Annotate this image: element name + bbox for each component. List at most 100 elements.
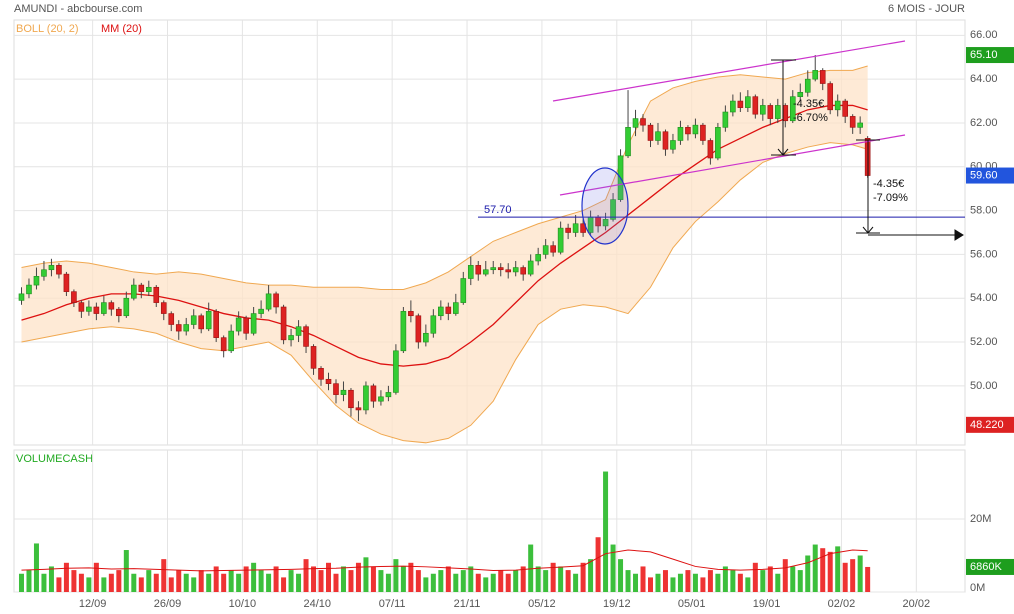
volume-bar	[640, 566, 646, 592]
candle-body	[797, 91, 804, 97]
candle-body	[625, 127, 631, 157]
candle-body	[527, 260, 534, 275]
trend-upper	[552, 40, 906, 102]
candle-body	[348, 389, 354, 409]
candle-body	[670, 140, 676, 150]
volume-bar	[670, 577, 676, 592]
candle-body	[378, 396, 384, 402]
candle-body	[707, 140, 714, 159]
volume-bar	[56, 577, 62, 592]
volume-bar	[161, 559, 167, 592]
price-marker-label: 65.10	[970, 49, 998, 61]
candle-body	[213, 311, 219, 338]
candle-body	[752, 96, 759, 115]
volume-bar	[730, 570, 736, 592]
volume-bar	[430, 573, 436, 592]
volume-bar	[183, 573, 189, 592]
candle-body	[482, 269, 489, 275]
measure-1	[771, 59, 796, 156]
candle-body	[318, 368, 324, 380]
x-tick-label: 26/09	[154, 598, 182, 610]
candle-body	[41, 269, 47, 277]
y-tick-label: 64.00	[970, 73, 998, 85]
volume-bar	[498, 570, 504, 592]
candle-body	[565, 227, 571, 233]
volume-bar	[535, 566, 541, 592]
candle-body	[490, 267, 497, 271]
volume-bar	[550, 562, 556, 592]
volume-average	[21, 549, 868, 572]
candle-body	[385, 392, 392, 398]
volume-bar	[176, 570, 182, 592]
candle-body	[722, 111, 729, 128]
candle-body	[160, 302, 167, 314]
volume-bar	[48, 566, 54, 592]
volume-bar	[213, 566, 219, 592]
candle-body	[26, 284, 32, 295]
volume-bar	[26, 570, 32, 592]
x-tick-label: 05/12	[528, 598, 556, 610]
candle-body	[116, 308, 122, 317]
candle-body	[497, 267, 504, 271]
candle-body	[228, 330, 234, 352]
candle-body	[288, 335, 294, 341]
volume-bar	[370, 566, 376, 592]
candle-body	[108, 302, 115, 310]
annotation: -6.70%	[793, 112, 828, 124]
candle-body	[520, 267, 526, 275]
volume-bar	[827, 551, 833, 592]
trend-lower	[559, 134, 906, 196]
candle-body	[408, 311, 414, 317]
volume-bar	[767, 566, 773, 592]
candle-body	[258, 308, 264, 314]
candle-body	[138, 284, 145, 292]
candle-body	[774, 105, 781, 119]
volume-bar	[857, 555, 863, 592]
volume-bar	[722, 566, 728, 592]
volume-bar	[797, 570, 803, 592]
candle-body	[310, 346, 317, 369]
candle-body	[610, 199, 616, 220]
volume-bar	[101, 577, 107, 592]
volume-bar	[311, 566, 317, 592]
level-label: 57.70	[484, 204, 512, 216]
x-tick-label: 19/01	[753, 598, 781, 610]
volume-bar	[752, 562, 758, 592]
volume-bar	[595, 537, 601, 592]
volume-bar	[468, 566, 474, 592]
candle-body	[243, 317, 249, 334]
x-tick-label: 24/10	[304, 598, 332, 610]
candle-body	[71, 291, 77, 303]
candle-body	[438, 306, 444, 317]
candle-body	[93, 306, 100, 314]
volume-bar	[842, 562, 848, 592]
volume-bar	[86, 577, 92, 592]
candle-body	[198, 315, 205, 330]
volume-bar	[715, 573, 721, 592]
candle-body	[101, 302, 107, 314]
volume-bar	[33, 543, 39, 592]
candle-body	[415, 315, 422, 343]
candle-body	[295, 326, 302, 336]
volume-bar	[288, 570, 294, 592]
candle-body	[33, 276, 40, 286]
volume-bar	[692, 573, 698, 592]
volume-bar	[243, 566, 249, 592]
candle-body	[647, 124, 654, 141]
volume-bar	[78, 573, 84, 592]
candle-body	[804, 78, 811, 93]
annotation: -4.35€	[793, 98, 824, 110]
price-marker-label: 59.60	[970, 169, 998, 181]
volume-title: VOLUMECASH	[16, 453, 93, 465]
volume-bar	[273, 566, 279, 592]
volume-bar	[303, 559, 309, 592]
candle-body	[333, 383, 339, 395]
volume-bar	[408, 562, 414, 592]
candle-body	[505, 269, 512, 273]
highlight-ellipse	[581, 167, 629, 245]
candle-body	[250, 313, 257, 334]
volume-bar	[677, 573, 683, 592]
volume-bar	[281, 577, 287, 592]
volume-bar	[685, 570, 691, 592]
candle-body	[760, 105, 766, 115]
